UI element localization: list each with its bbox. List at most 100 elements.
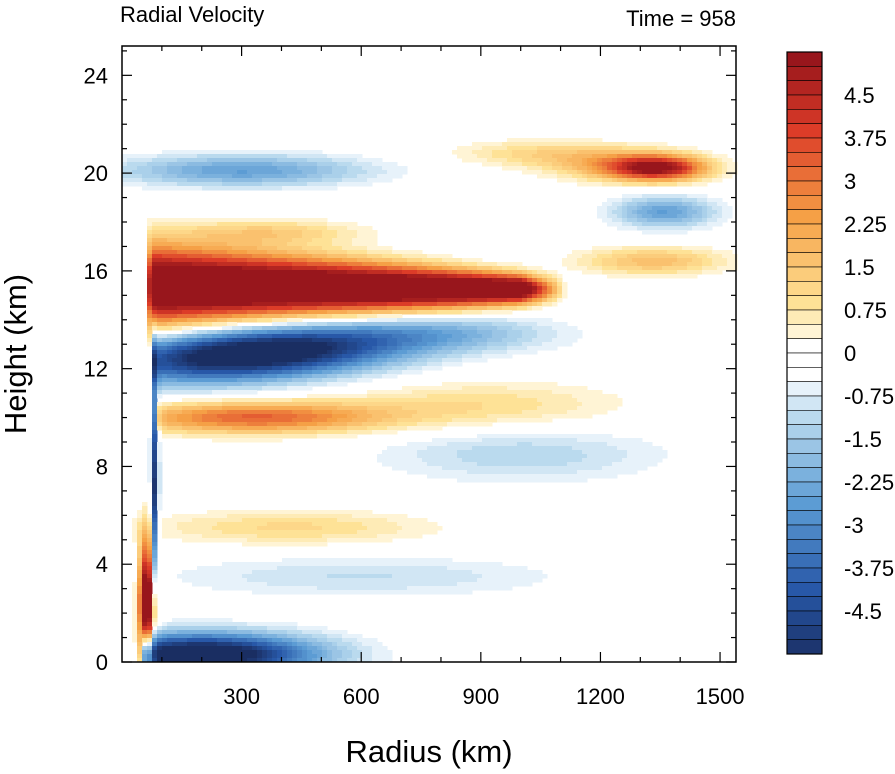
field-cell <box>252 150 258 155</box>
field-cell <box>202 170 208 175</box>
field-cell <box>287 306 293 311</box>
field-cell <box>237 294 243 299</box>
field-cell <box>377 530 383 535</box>
field-cell <box>227 522 233 527</box>
field-cell <box>302 182 308 187</box>
field-cell <box>157 166 163 171</box>
field-cell <box>122 158 128 163</box>
field-cell <box>202 162 208 167</box>
field-cell <box>312 398 318 403</box>
field-cell <box>302 582 308 587</box>
field-cell <box>242 510 248 515</box>
field-cell <box>217 650 223 655</box>
field-cell <box>247 250 253 255</box>
field-cell <box>137 170 143 175</box>
field-cell <box>342 642 348 647</box>
field-cell <box>402 270 408 275</box>
field-cell <box>352 258 358 263</box>
field-cell <box>152 418 158 423</box>
field-cell <box>282 434 288 439</box>
field-cell <box>177 234 183 239</box>
field-cell <box>352 566 358 571</box>
field-cell <box>202 294 208 299</box>
field-cell <box>392 342 398 347</box>
field-cell <box>232 642 238 647</box>
field-cell <box>252 270 258 275</box>
field-cell <box>347 178 353 183</box>
field-cell <box>317 418 323 423</box>
field-cell <box>322 290 328 295</box>
field-cell <box>302 370 308 375</box>
field-cell <box>372 418 378 423</box>
field-cell <box>207 362 213 367</box>
field-cell <box>167 354 173 359</box>
field-cell <box>222 658 228 663</box>
field-cell <box>227 298 233 303</box>
field-cell <box>427 318 433 323</box>
field-cell <box>287 266 293 271</box>
field-cell <box>207 250 213 255</box>
field-cell <box>157 170 163 175</box>
field-cell <box>157 650 163 655</box>
field-cell <box>402 390 408 395</box>
field-cell <box>222 654 228 659</box>
field-cell <box>332 658 338 663</box>
field-cell <box>277 590 283 595</box>
field-cell <box>312 362 318 367</box>
field-cell <box>242 230 248 235</box>
field-cell <box>392 522 398 527</box>
field-cell <box>362 582 368 587</box>
field-cell <box>417 466 423 471</box>
field-cell <box>357 230 363 235</box>
field-cell <box>147 246 153 251</box>
field-cell <box>282 162 288 167</box>
field-cell <box>377 398 383 403</box>
field-cell <box>157 414 163 419</box>
field-cell <box>412 278 418 283</box>
field-cell <box>427 586 433 591</box>
field-cell <box>142 658 148 663</box>
field-cell <box>182 298 188 303</box>
field-cell <box>302 566 308 571</box>
field-cell <box>307 422 313 427</box>
field-cell <box>327 162 333 167</box>
field-cell <box>387 358 393 363</box>
field-cell <box>212 282 218 287</box>
field-cell <box>152 174 158 179</box>
field-cell <box>212 310 218 315</box>
field-cell <box>212 538 218 543</box>
field-cell <box>232 318 238 323</box>
field-cell <box>152 262 158 267</box>
field-cell <box>357 642 363 647</box>
field-cell <box>337 398 343 403</box>
field-cell <box>282 354 288 359</box>
field-cell <box>292 530 298 535</box>
field-cell <box>437 290 443 295</box>
field-cell <box>267 254 273 259</box>
field-cell <box>337 514 343 519</box>
field-cell <box>327 298 333 303</box>
field-cell <box>237 162 243 167</box>
field-cell <box>437 282 443 287</box>
field-cell <box>332 274 338 279</box>
field-cell <box>132 170 138 175</box>
field-cell <box>187 538 193 543</box>
field-cell <box>437 442 443 447</box>
field-cell <box>397 518 403 523</box>
field-cell <box>152 574 158 579</box>
field-cell <box>387 522 393 527</box>
field-cell <box>182 378 188 383</box>
field-cell <box>207 618 213 623</box>
field-cell <box>257 278 263 283</box>
field-cell <box>307 338 313 343</box>
field-cell <box>162 250 168 255</box>
field-cell <box>152 166 158 171</box>
field-cell <box>192 282 198 287</box>
field-cell <box>317 218 323 223</box>
field-cell <box>167 626 173 631</box>
field-cell <box>417 522 423 527</box>
field-cell <box>417 418 423 423</box>
field-cell <box>287 318 293 323</box>
field-cell <box>142 646 148 651</box>
field-cell <box>437 458 443 463</box>
